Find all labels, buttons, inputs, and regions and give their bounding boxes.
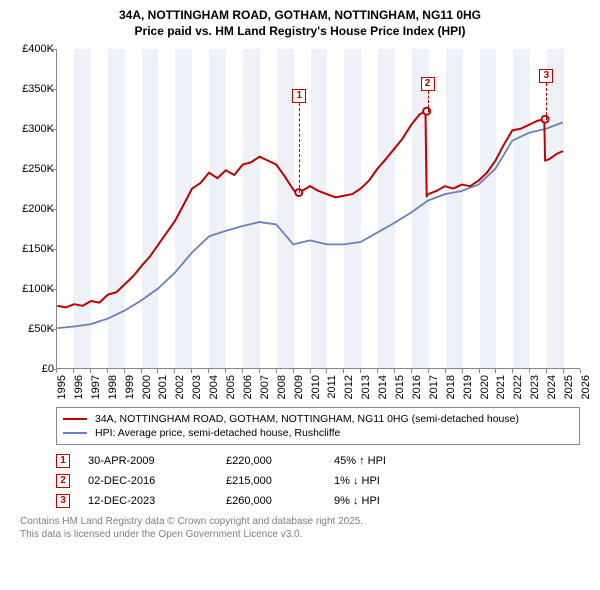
event-date: 30-APR-2009 bbox=[88, 455, 208, 467]
event-delta: 9% ↓ HPI bbox=[334, 495, 454, 507]
y-axis-tick-mark bbox=[52, 89, 56, 90]
series-price_paid bbox=[57, 111, 563, 307]
x-axis-tick-mark bbox=[90, 369, 91, 373]
x-axis-tick-mark bbox=[495, 369, 496, 373]
chart-area: 1 2 3 £0 £50K £100K £150K £200K £250K £300K £350K… bbox=[10, 45, 590, 405]
event-row: 2 02-DEC-2016 £215,000 1% ↓ HPI bbox=[56, 471, 580, 491]
series-hpi bbox=[57, 123, 563, 329]
y-axis-tick-label: £350K bbox=[10, 83, 54, 95]
x-axis-tick-mark bbox=[259, 369, 260, 373]
legend-row: HPI: Average price, semi-detached house,… bbox=[63, 426, 573, 440]
event-price: £220,000 bbox=[226, 455, 316, 467]
x-axis-tick-mark bbox=[124, 369, 125, 373]
x-axis-tick-mark bbox=[529, 369, 530, 373]
footer-attribution: Contains HM Land Registry data © Crown c… bbox=[20, 515, 580, 541]
x-axis-tick-mark bbox=[343, 369, 344, 373]
event-badge: 1 bbox=[56, 454, 70, 468]
footer-line-2: This data is licensed under the Open Gov… bbox=[20, 528, 580, 541]
event-delta: 1% ↓ HPI bbox=[334, 475, 454, 487]
x-axis-tick-mark bbox=[377, 369, 378, 373]
x-axis-tick-mark bbox=[276, 369, 277, 373]
y-axis-tick-mark bbox=[52, 329, 56, 330]
event-price: £215,000 bbox=[226, 475, 316, 487]
event-date: 02-DEC-2016 bbox=[88, 475, 208, 487]
y-axis-tick-mark bbox=[52, 129, 56, 130]
x-axis-tick-mark bbox=[479, 369, 480, 373]
event-marker-line bbox=[299, 103, 300, 193]
x-axis-tick-mark bbox=[208, 369, 209, 373]
y-axis-tick-label: £250K bbox=[10, 163, 54, 175]
x-axis-tick-mark bbox=[225, 369, 226, 373]
x-axis-tick-mark bbox=[512, 369, 513, 373]
event-delta: 45% ↑ HPI bbox=[334, 455, 454, 467]
x-axis-tick-mark bbox=[293, 369, 294, 373]
chart-container: 34A, NOTTINGHAM ROAD, GOTHAM, NOTTINGHAM… bbox=[0, 0, 600, 590]
x-axis-tick-mark bbox=[445, 369, 446, 373]
event-marker-line bbox=[428, 91, 429, 111]
x-axis-tick-mark bbox=[141, 369, 142, 373]
event-marker-line bbox=[546, 83, 547, 119]
event-date: 12-DEC-2023 bbox=[88, 495, 208, 507]
x-axis-tick-mark bbox=[326, 369, 327, 373]
y-axis-tick-label: £0 bbox=[10, 363, 54, 375]
x-axis-tick-mark bbox=[360, 369, 361, 373]
plot-region: 1 2 3 bbox=[56, 49, 580, 369]
legend-label: HPI: Average price, semi-detached house,… bbox=[95, 427, 340, 439]
x-axis-tick-mark bbox=[107, 369, 108, 373]
x-axis-tick-mark bbox=[56, 369, 57, 373]
x-axis-tick-mark bbox=[462, 369, 463, 373]
event-badge: 2 bbox=[56, 474, 70, 488]
x-axis-tick-mark bbox=[191, 369, 192, 373]
y-axis-tick-label: £150K bbox=[10, 243, 54, 255]
x-axis-tick-mark bbox=[580, 369, 581, 373]
x-axis-tick-mark bbox=[394, 369, 395, 373]
legend-label: 34A, NOTTINGHAM ROAD, GOTHAM, NOTTINGHAM… bbox=[95, 413, 519, 425]
y-axis-tick-label: £100K bbox=[10, 283, 54, 295]
y-axis-tick-label: £50K bbox=[10, 323, 54, 335]
x-axis-tick-mark bbox=[411, 369, 412, 373]
y-axis-tick-mark bbox=[52, 249, 56, 250]
x-axis-tick-mark bbox=[546, 369, 547, 373]
x-axis-tick-mark bbox=[310, 369, 311, 373]
title-line-2: Price paid vs. HM Land Registry's House … bbox=[10, 24, 590, 40]
y-axis-tick-mark bbox=[52, 169, 56, 170]
legend-row: 34A, NOTTINGHAM ROAD, GOTHAM, NOTTINGHAM… bbox=[63, 412, 573, 426]
event-price: £260,000 bbox=[226, 495, 316, 507]
x-axis-tick-mark bbox=[428, 369, 429, 373]
y-axis-tick-mark bbox=[52, 289, 56, 290]
x-axis-tick-mark bbox=[174, 369, 175, 373]
event-marker-badge: 2 bbox=[421, 77, 435, 91]
y-axis-tick-label: £400K bbox=[10, 43, 54, 55]
x-axis-tick-label: 2026 bbox=[580, 375, 600, 399]
legend-swatch bbox=[63, 418, 87, 420]
y-axis-tick-mark bbox=[52, 49, 56, 50]
x-axis-tick-mark bbox=[73, 369, 74, 373]
y-axis-tick-label: £300K bbox=[10, 123, 54, 135]
legend: 34A, NOTTINGHAM ROAD, GOTHAM, NOTTINGHAM… bbox=[56, 407, 580, 445]
event-marker-badge: 3 bbox=[539, 69, 553, 83]
x-axis-tick-mark bbox=[563, 369, 564, 373]
event-marker-dot bbox=[542, 116, 549, 123]
x-axis-tick-mark bbox=[242, 369, 243, 373]
legend-swatch bbox=[63, 432, 87, 434]
footer-line-1: Contains HM Land Registry data © Crown c… bbox=[20, 515, 580, 528]
line-series-svg bbox=[57, 49, 580, 368]
y-axis-tick-label: £200K bbox=[10, 203, 54, 215]
y-axis-tick-mark bbox=[52, 209, 56, 210]
events-table: 1 30-APR-2009 £220,000 45% ↑ HPI 2 02-DEC-201… bbox=[56, 451, 580, 511]
event-row: 1 30-APR-2009 £220,000 45% ↑ HPI bbox=[56, 451, 580, 471]
event-marker-badge: 1 bbox=[292, 89, 306, 103]
title-line-1: 34A, NOTTINGHAM ROAD, GOTHAM, NOTTINGHAM… bbox=[10, 8, 590, 24]
chart-title: 34A, NOTTINGHAM ROAD, GOTHAM, NOTTINGHAM… bbox=[10, 8, 590, 39]
event-badge: 3 bbox=[56, 494, 70, 508]
event-row: 3 12-DEC-2023 £260,000 9% ↓ HPI bbox=[56, 491, 580, 511]
x-axis-tick-mark bbox=[157, 369, 158, 373]
